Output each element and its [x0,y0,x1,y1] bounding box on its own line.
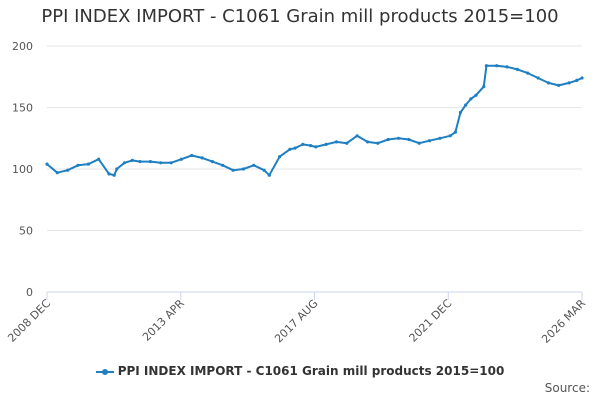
y-axis-labels: 0 50 100 150 200 [12,40,33,299]
data-point[interactable] [210,160,214,164]
data-point[interactable] [252,163,256,167]
data-point[interactable] [575,78,579,82]
data-point[interactable] [365,140,370,144]
data-point[interactable] [115,167,119,171]
data-point[interactable] [427,139,432,143]
legend[interactable]: PPI INDEX IMPORT - C1061 Grain mill prod… [0,364,600,378]
x-tick-label: 2013 APR [140,297,187,344]
data-point[interactable] [200,156,204,160]
data-point[interactable] [169,161,173,165]
data-point[interactable] [417,141,421,145]
data-point[interactable] [314,145,318,149]
source-credit[interactable]: Source: [544,381,590,395]
gridlines [47,45,582,293]
data-point[interactable] [495,64,499,68]
data-point[interactable] [309,144,313,148]
x-tick-label: 2017 AUG [272,297,321,346]
data-point[interactable] [396,136,401,140]
data-point[interactable] [293,146,297,150]
data-point[interactable] [580,76,584,80]
data-point[interactable] [458,110,463,114]
data-point[interactable] [130,158,134,162]
data-point[interactable] [438,136,442,140]
data-point[interactable] [324,142,328,146]
data-point[interactable] [407,137,411,142]
data-point[interactable] [546,81,551,85]
data-point[interactable] [45,162,49,166]
data-point[interactable] [345,141,349,145]
y-tick-label: 150 [12,102,33,115]
data-point[interactable] [221,163,225,167]
data-point[interactable] [557,83,561,87]
legend-label: PPI INDEX IMPORT - C1061 Grain mill prod… [117,364,505,378]
data-point[interactable] [97,157,101,161]
data-point[interactable] [567,81,571,85]
data-point[interactable] [474,93,478,97]
data-point[interactable] [190,153,194,158]
data-point[interactable] [386,137,390,142]
legend-symbol-icon [95,367,114,377]
y-tick-label: 200 [12,40,33,53]
data-point[interactable] [376,141,380,145]
data-point[interactable] [179,157,183,161]
data-point[interactable] [76,163,80,167]
x-tick-label: 2026 MAR [539,297,588,346]
data-point[interactable] [301,142,305,146]
data-point[interactable] [355,134,359,138]
data-point[interactable] [469,97,473,101]
data-point[interactable] [453,130,457,134]
data-point[interactable] [107,172,111,176]
y-tick-label: 50 [19,225,33,238]
series-layer [45,64,584,177]
chart-title: PPI INDEX IMPORT - C1061 Grain mill prod… [41,6,559,27]
data-point[interactable] [148,160,152,164]
data-point[interactable] [122,161,127,165]
data-point[interactable] [278,155,282,159]
data-point[interactable] [138,160,142,164]
y-tick-label: 0 [26,286,33,299]
data-point[interactable] [505,65,509,69]
data-point[interactable] [288,147,292,151]
data-point[interactable] [231,168,235,172]
data-point[interactable] [241,167,245,171]
data-point[interactable] [448,134,452,138]
data-point[interactable] [267,173,271,177]
data-point[interactable] [536,76,540,80]
data-point[interactable] [464,103,468,107]
data-point[interactable] [66,168,70,172]
y-tick-label: 100 [12,163,33,176]
data-point[interactable] [526,71,530,75]
data-point[interactable] [86,162,90,166]
x-tick-label: 2021 DEC [407,297,455,345]
data-point[interactable] [55,171,59,175]
series-line[interactable] [46,64,583,177]
x-axis: 2008 DEC 2013 APR 2017 AUG 2021 DEC 2026 MAR [5,291,588,346]
x-tick-label: 2008 DEC [5,297,53,345]
data-point[interactable] [482,85,486,89]
data-point[interactable] [159,161,163,165]
data-point[interactable] [112,173,116,177]
data-point[interactable] [334,140,339,144]
data-point[interactable] [262,168,266,172]
data-point[interactable] [515,67,520,71]
data-point[interactable] [484,64,488,68]
